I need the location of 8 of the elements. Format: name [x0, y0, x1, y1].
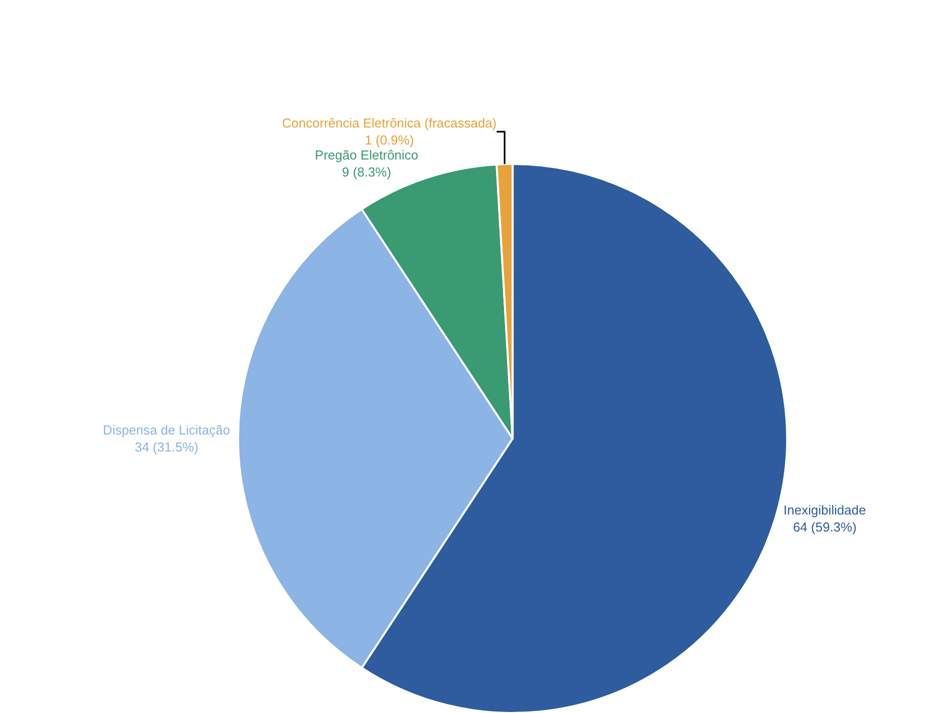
- data-label: 64 (59.3%): [792, 519, 857, 534]
- data-label: 34 (31.5%): [134, 439, 198, 454]
- data-label: 1 (0.9%): [364, 132, 414, 148]
- slice-label: Dispensa de Licitação: [102, 422, 230, 438]
- slice-label: Pregão Eletrônico: [314, 148, 418, 163]
- data-label: 9 (8.3%): [342, 164, 392, 180]
- slice-label: Concorrência Eletrônica (fracassada): [282, 116, 497, 131]
- slice-label: Inexigibilidade: [784, 502, 866, 518]
